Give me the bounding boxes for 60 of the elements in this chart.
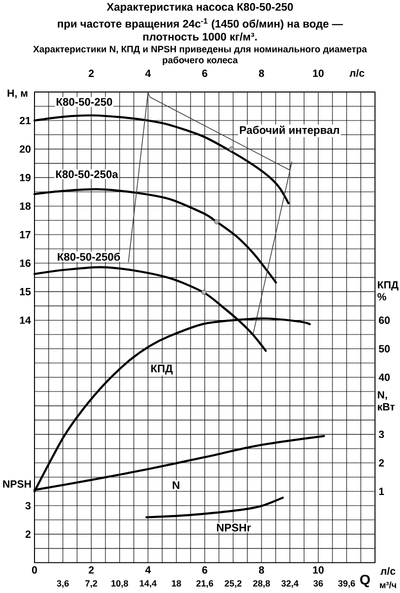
y-tick-label: 20 <box>20 145 31 153</box>
y2-axis-title: КПД % <box>377 281 398 300</box>
x-tick-label: 25,2 <box>224 580 242 588</box>
y-tick-label: 16 <box>20 259 31 267</box>
y-tick-label: 19 <box>20 174 31 182</box>
y-tick-label: 15 <box>20 288 31 296</box>
chart-title: Характеристика насоса К80-50-250 <box>106 3 293 13</box>
y-tick-label: 18 <box>20 202 31 210</box>
y3-tick-label: 1 <box>379 488 384 495</box>
y-tick-label: 3 <box>25 502 31 510</box>
y-tick-label: 17 <box>20 231 31 238</box>
x-tick-label: 10,8 <box>111 580 128 588</box>
y2-tick-label: 60 <box>378 316 390 324</box>
x-tick-label: 6 <box>202 566 208 574</box>
y-axis-title: NPSH <box>3 480 31 488</box>
x-tick-label: 28,8 <box>253 580 270 588</box>
y-tick-label: 21 <box>20 116 31 124</box>
x-axis-title: м³/ч <box>380 582 396 588</box>
y3-axis-title: N, кВт <box>378 391 395 410</box>
x-tick-label: 14,4 <box>140 580 157 588</box>
x-tick-label: 0 <box>32 566 37 574</box>
line-series <box>145 496 284 518</box>
series-label: Рабочий интервал <box>240 126 339 136</box>
x-tick-label: 2 <box>88 566 94 574</box>
text: Характеристики N, КПД и NPSH приведены для номинального диаметра рабочего колеса <box>33 46 367 66</box>
x2-axis-title: л/с <box>349 69 364 77</box>
x2-tick-label: 6 <box>202 70 208 77</box>
x2-tick-label: 2 <box>88 70 94 77</box>
series-label: К80-50-250а <box>56 170 118 178</box>
point <box>201 290 206 295</box>
x-tick-label: 39,6 <box>338 580 356 588</box>
y2-tick-label: 50 <box>378 345 390 352</box>
x-tick-label: 10 <box>313 566 324 574</box>
x2-tick-label: 10 <box>313 70 324 77</box>
x2-tick-label: 8 <box>258 70 264 77</box>
x-tick-label: 18 <box>172 580 182 587</box>
x2-tick-label: 4 <box>145 70 151 77</box>
x-tick-label: 21,6 <box>196 580 214 588</box>
series-label: N <box>172 481 180 489</box>
x-tick-label: 3,6 <box>56 580 69 588</box>
y3-tick-label: 3 <box>378 430 384 438</box>
series-label: КПД <box>151 364 173 374</box>
point <box>228 146 234 152</box>
y-tick-label: 2 <box>26 530 31 538</box>
x-tick-label: 8 <box>258 566 264 574</box>
x-tick-label: 4 <box>145 566 151 574</box>
text: Q <box>360 574 370 588</box>
y-tick-label: 14 <box>20 316 31 324</box>
y3-tick-label: 2 <box>378 459 384 467</box>
point <box>214 219 220 224</box>
y2-tick-label: 40 <box>378 374 390 381</box>
chart-subtitle: при частоте вращения 24с$^{-1}$ (1450 об/мин) на воде — плотность 1000 кг/м³. <box>58 18 343 41</box>
x-tick-label: 7,2 <box>85 580 98 588</box>
series-label: К80-50-250 <box>56 98 112 106</box>
x-tick-label: 36 <box>313 580 323 587</box>
series-label: К80-50-250б <box>58 252 120 261</box>
x-axis-title: л/с <box>380 567 396 575</box>
x-tick-label: 32,4 <box>281 580 299 588</box>
y-axis-title: H, м <box>8 90 28 98</box>
series-label: NPSHr <box>217 524 251 532</box>
